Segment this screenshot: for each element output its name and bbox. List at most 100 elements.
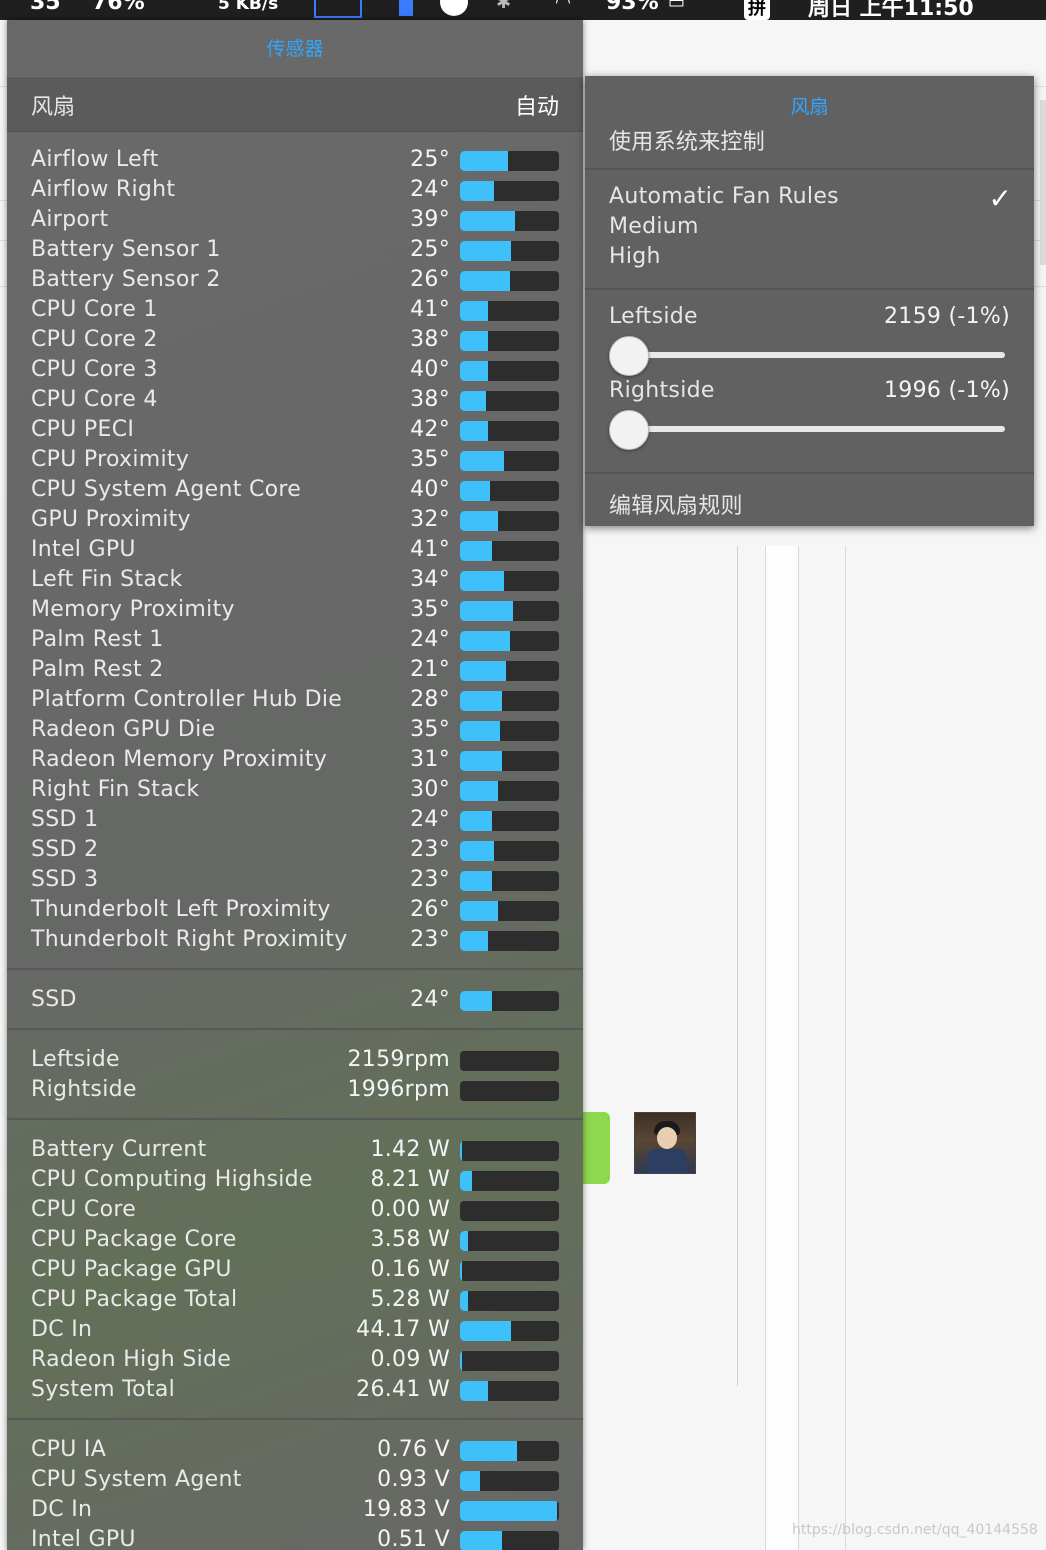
leftside-fan-label: Leftside xyxy=(609,304,698,329)
sensor-level-bar xyxy=(460,421,559,441)
sensor-level-bar xyxy=(460,751,559,771)
sensor-row[interactable]: Thunderbolt Left Proximity 26° xyxy=(7,895,583,925)
sensor-row[interactable]: Airport 39° xyxy=(7,205,583,235)
side-panel-edge xyxy=(1040,100,1046,265)
sensor-value: 24° xyxy=(410,627,450,652)
bluetooth-icon[interactable]: ✱ xyxy=(496,0,512,13)
sensor-row[interactable]: Platform Controller Hub Die 28° xyxy=(7,685,583,715)
use-system-control-option[interactable]: 使用系统来控制 xyxy=(609,130,766,155)
sensor-row[interactable]: Palm Rest 1 24° xyxy=(7,625,583,655)
sensor-value: 3.58 W xyxy=(370,1227,450,1252)
sensor-level-bar xyxy=(460,391,559,411)
rightside-fan-speed: 1996 (-1%) xyxy=(884,378,1010,403)
sensor-row[interactable]: Battery Current 1.42 W xyxy=(7,1135,583,1165)
sensor-value: 0.16 W xyxy=(370,1257,450,1282)
sensor-row[interactable]: CPU Core 3 40° xyxy=(7,355,583,385)
sensor-row[interactable]: CPU Core 4 38° xyxy=(7,385,583,415)
sensor-row[interactable]: Battery Sensor 2 26° xyxy=(7,265,583,295)
avatar[interactable] xyxy=(634,1112,696,1174)
battery-icon[interactable]: ▭ xyxy=(668,0,686,13)
sensor-row[interactable]: Radeon High Side 0.09 W xyxy=(7,1345,583,1375)
menubar-cpu-usage[interactable]: 76% xyxy=(92,0,145,15)
slider-knob[interactable] xyxy=(609,336,649,376)
sensor-row[interactable]: Rightside 1996rpm xyxy=(7,1075,583,1105)
sensor-row[interactable]: DC In 44.17 W xyxy=(7,1315,583,1345)
sensor-row[interactable]: SSD 1 24° xyxy=(7,805,583,835)
sensor-row[interactable]: Intel GPU 0.51 V xyxy=(7,1525,583,1550)
sensor-level-fill xyxy=(460,1501,558,1521)
sensor-row[interactable]: Palm Rest 2 21° xyxy=(7,655,583,685)
sensor-row[interactable]: CPU Computing Highside 8.21 W xyxy=(7,1165,583,1195)
sensor-row[interactable]: CPU Proximity 35° xyxy=(7,445,583,475)
sensor-level-fill xyxy=(460,1231,468,1251)
sensor-name: SSD xyxy=(31,987,77,1012)
sensor-name: CPU Core 1 xyxy=(31,297,158,322)
rule-high[interactable]: High xyxy=(609,244,661,269)
sensor-row[interactable]: Memory Proximity 35° xyxy=(7,595,583,625)
rule-medium[interactable]: Medium xyxy=(609,214,699,239)
sensor-row[interactable]: CPU System Agent 0.93 V xyxy=(7,1465,583,1495)
sensor-value: 1996rpm xyxy=(347,1077,450,1102)
sensor-row[interactable]: Radeon GPU Die 35° xyxy=(7,715,583,745)
sensor-level-bar xyxy=(460,1231,559,1251)
sensor-name: Platform Controller Hub Die xyxy=(31,687,343,712)
sensor-row[interactable]: Thunderbolt Right Proximity 23° xyxy=(7,925,583,955)
menubar-battery[interactable]: 93% xyxy=(606,0,659,15)
sensor-row[interactable]: CPU PECI 42° xyxy=(7,415,583,445)
edit-fan-rules-option[interactable]: 编辑风扇规则 xyxy=(609,494,743,519)
sensor-row[interactable]: Battery Sensor 1 25° xyxy=(7,235,583,265)
sensor-value: 25° xyxy=(410,147,450,172)
sensor-value: 2159rpm xyxy=(347,1047,450,1072)
circle-icon[interactable] xyxy=(440,0,468,16)
sensor-row[interactable]: CPU Core 0.00 W xyxy=(7,1195,583,1225)
sensor-row[interactable]: SSD 3 23° xyxy=(7,865,583,895)
rightside-fan-slider[interactable] xyxy=(609,410,1005,450)
sensor-row[interactable]: Airflow Left 25° xyxy=(7,145,583,175)
sensor-name: Radeon High Side xyxy=(31,1347,232,1372)
sensor-level-bar xyxy=(460,1081,559,1101)
slider-track[interactable] xyxy=(611,352,1005,358)
sensor-name: DC In xyxy=(31,1317,93,1342)
sensor-row[interactable]: DC In 19.83 V xyxy=(7,1495,583,1525)
sensor-row[interactable]: CPU System Agent Core 40° xyxy=(7,475,583,505)
sensor-name: CPU IA xyxy=(31,1437,107,1462)
sensor-row[interactable]: Left Fin Stack 34° xyxy=(7,565,583,595)
sensor-level-bar xyxy=(460,631,559,651)
sensor-row[interactable]: CPU Package Total 5.28 W xyxy=(7,1285,583,1315)
sensor-row[interactable]: SSD 24° xyxy=(7,985,583,1015)
sensor-row[interactable]: System Total 26.41 W xyxy=(7,1375,583,1405)
slider-track[interactable] xyxy=(611,426,1005,432)
sensor-row[interactable]: Intel GPU 41° xyxy=(7,535,583,565)
rule-automatic-fan-rules[interactable]: Automatic Fan Rules xyxy=(609,184,839,209)
input-method-indicator[interactable]: 拼 xyxy=(744,0,770,20)
sensor-name: CPU Core 2 xyxy=(31,327,158,352)
sensor-row[interactable]: CPU Package GPU 0.16 W xyxy=(7,1255,583,1285)
network-meter-icon[interactable] xyxy=(314,0,362,18)
sensor-row[interactable]: Leftside 2159rpm xyxy=(7,1045,583,1075)
sensor-row[interactable]: CPU Core 1 41° xyxy=(7,295,583,325)
wifi-icon[interactable]: ◠ xyxy=(556,0,570,13)
sensor-name: Memory Proximity xyxy=(31,597,235,622)
leftside-fan-slider[interactable] xyxy=(609,336,1005,376)
sensor-value: 40° xyxy=(410,357,450,382)
chat-bubble[interactable] xyxy=(578,1112,610,1184)
menubar-network-speed[interactable]: 5 KB/s xyxy=(218,0,279,14)
sensor-value: 38° xyxy=(410,387,450,412)
sensor-row[interactable]: CPU Package Core 3.58 W xyxy=(7,1225,583,1255)
sensor-value: 41° xyxy=(410,297,450,322)
fan-mode-row[interactable]: 风扇 自动 xyxy=(7,76,583,132)
sensor-row[interactable]: Right Fin Stack 30° xyxy=(7,775,583,805)
sensor-name: CPU Core xyxy=(31,1197,137,1222)
sensor-level-fill xyxy=(460,871,492,891)
sensor-row[interactable]: Radeon Memory Proximity 31° xyxy=(7,745,583,775)
sensor-row[interactable]: Airflow Right 24° xyxy=(7,175,583,205)
menubar-clock[interactable]: 周日 上午11:50 xyxy=(808,0,974,20)
sensor-row[interactable]: CPU IA 0.76 V xyxy=(7,1435,583,1465)
sensor-value: 26° xyxy=(410,897,450,922)
menubar-cpu-temp[interactable]: 35 xyxy=(30,0,61,15)
sensor-row[interactable]: CPU Core 2 38° xyxy=(7,325,583,355)
memory-icon[interactable] xyxy=(399,0,413,16)
sensor-row[interactable]: GPU Proximity 32° xyxy=(7,505,583,535)
slider-knob[interactable] xyxy=(609,410,649,450)
sensor-row[interactable]: SSD 2 23° xyxy=(7,835,583,865)
